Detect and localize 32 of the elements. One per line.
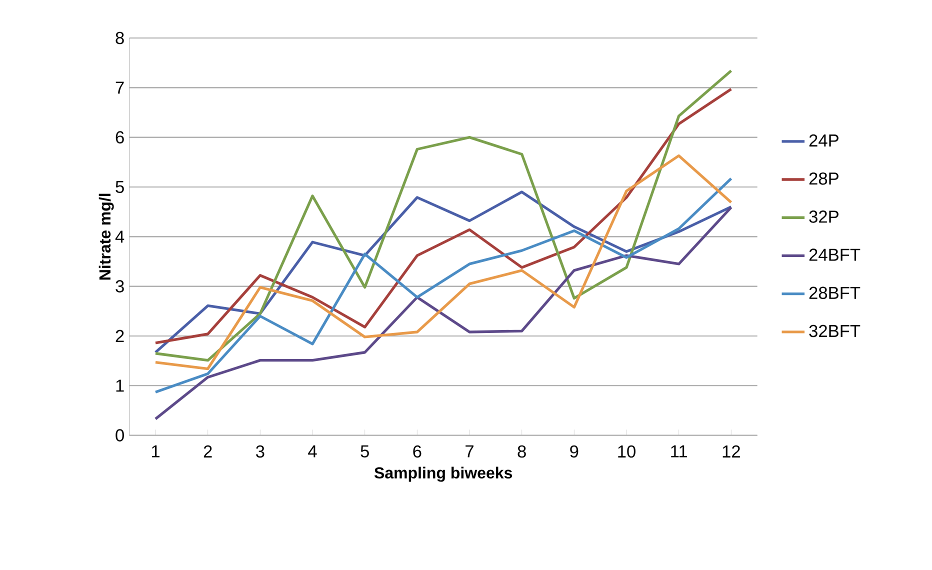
- y-tick-label: 5: [116, 180, 124, 194]
- line-series: [154, 154, 733, 370]
- x-axis-title: Sampling biweeks: [374, 466, 512, 482]
- x-tick-label: 12: [722, 445, 740, 458]
- x-tick-label: 2: [204, 445, 212, 458]
- y-tick-label: 3: [116, 280, 124, 292]
- y-tick-label: 7: [116, 82, 124, 94]
- y-tick-label: 2: [116, 330, 124, 342]
- x-tick-label: 6: [413, 445, 422, 458]
- legend-label: 24BFT: [809, 248, 860, 261]
- x-tick-label: 5: [360, 445, 369, 458]
- x-tick-label: 4: [308, 445, 317, 458]
- y-tick-label: 8: [116, 32, 124, 44]
- x-tick-label: 8: [518, 445, 526, 458]
- y-tick-label: 4: [115, 230, 124, 243]
- line-series: [154, 206, 733, 420]
- legend-label: 24P: [809, 134, 838, 146]
- x-tick-label: 9: [570, 445, 578, 458]
- legend-label: 32BFT: [809, 324, 860, 338]
- legend-label: 32P: [809, 210, 838, 223]
- x-tick-label: 10: [618, 445, 636, 458]
- y-tick-label: 0: [116, 429, 124, 442]
- y-axis-title: Nitrate mg/l: [98, 194, 114, 280]
- legend-label: 28BFT: [809, 286, 860, 300]
- x-tick-label: 7: [466, 445, 474, 458]
- x-tick-label: 1: [152, 445, 160, 458]
- legend-label: 28P: [809, 172, 838, 185]
- line-series: [154, 177, 733, 394]
- x-tick-label: 11: [671, 445, 687, 458]
- y-tick-label: 1: [116, 380, 124, 392]
- x-tick-label: 3: [256, 445, 264, 458]
- y-tick-label: 6: [116, 131, 124, 144]
